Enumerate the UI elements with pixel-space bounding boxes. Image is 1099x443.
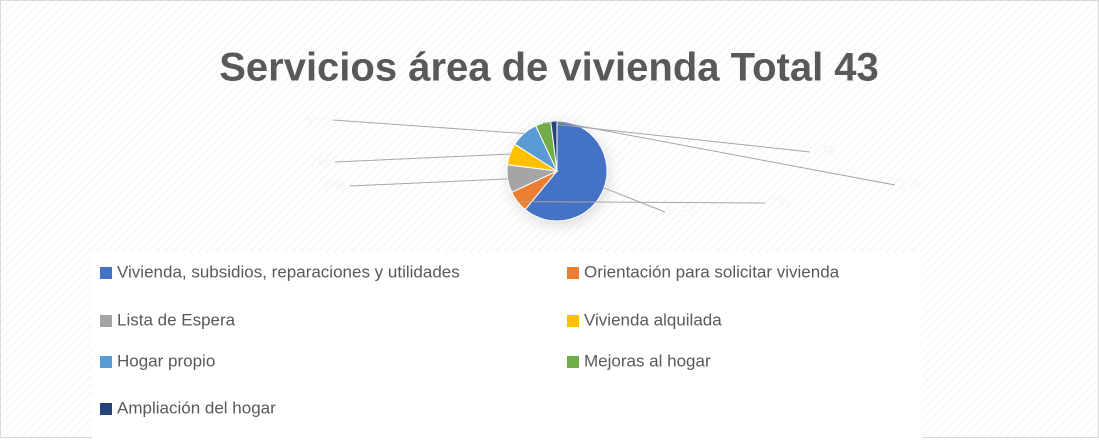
data-label: 9% [324, 177, 346, 194]
legend-label: Mejoras al hogar [584, 351, 711, 370]
chart-title: Servicios área de vivienda Total 43 [219, 46, 879, 90]
legend-swatch [100, 356, 112, 368]
legend-swatch [100, 315, 112, 327]
data-label: 2% [899, 176, 921, 193]
leader-line [553, 120, 896, 186]
leader-line [334, 153, 510, 163]
data-label: 7% [769, 194, 791, 211]
legend-swatch [567, 356, 579, 368]
data-label: 7% [309, 153, 331, 170]
legend-label: Lista de Espera [117, 310, 236, 329]
legend-swatch [100, 403, 112, 415]
legend-swatch [567, 315, 579, 327]
leader-line [349, 178, 508, 187]
legend-area [92, 252, 922, 438]
legend-label: Orientación para solicitar vivienda [584, 262, 840, 281]
data-label: 61% [665, 203, 695, 220]
leader-line [603, 187, 666, 213]
legend-swatch [567, 267, 579, 279]
legend-label: Vivienda, subsidios, reparaciones y util… [117, 262, 460, 281]
leader-line [517, 201, 766, 204]
leader-line [332, 119, 524, 134]
legend-label: Ampliación del hogar [117, 398, 276, 417]
pie-slice [550, 120, 558, 172]
data-label: 9% [307, 111, 329, 128]
legend-label: Vivienda alquilada [584, 310, 722, 329]
data-label: 5% [814, 143, 836, 160]
legend-swatch [100, 267, 112, 279]
legend-label: Hogar propio [117, 351, 215, 370]
